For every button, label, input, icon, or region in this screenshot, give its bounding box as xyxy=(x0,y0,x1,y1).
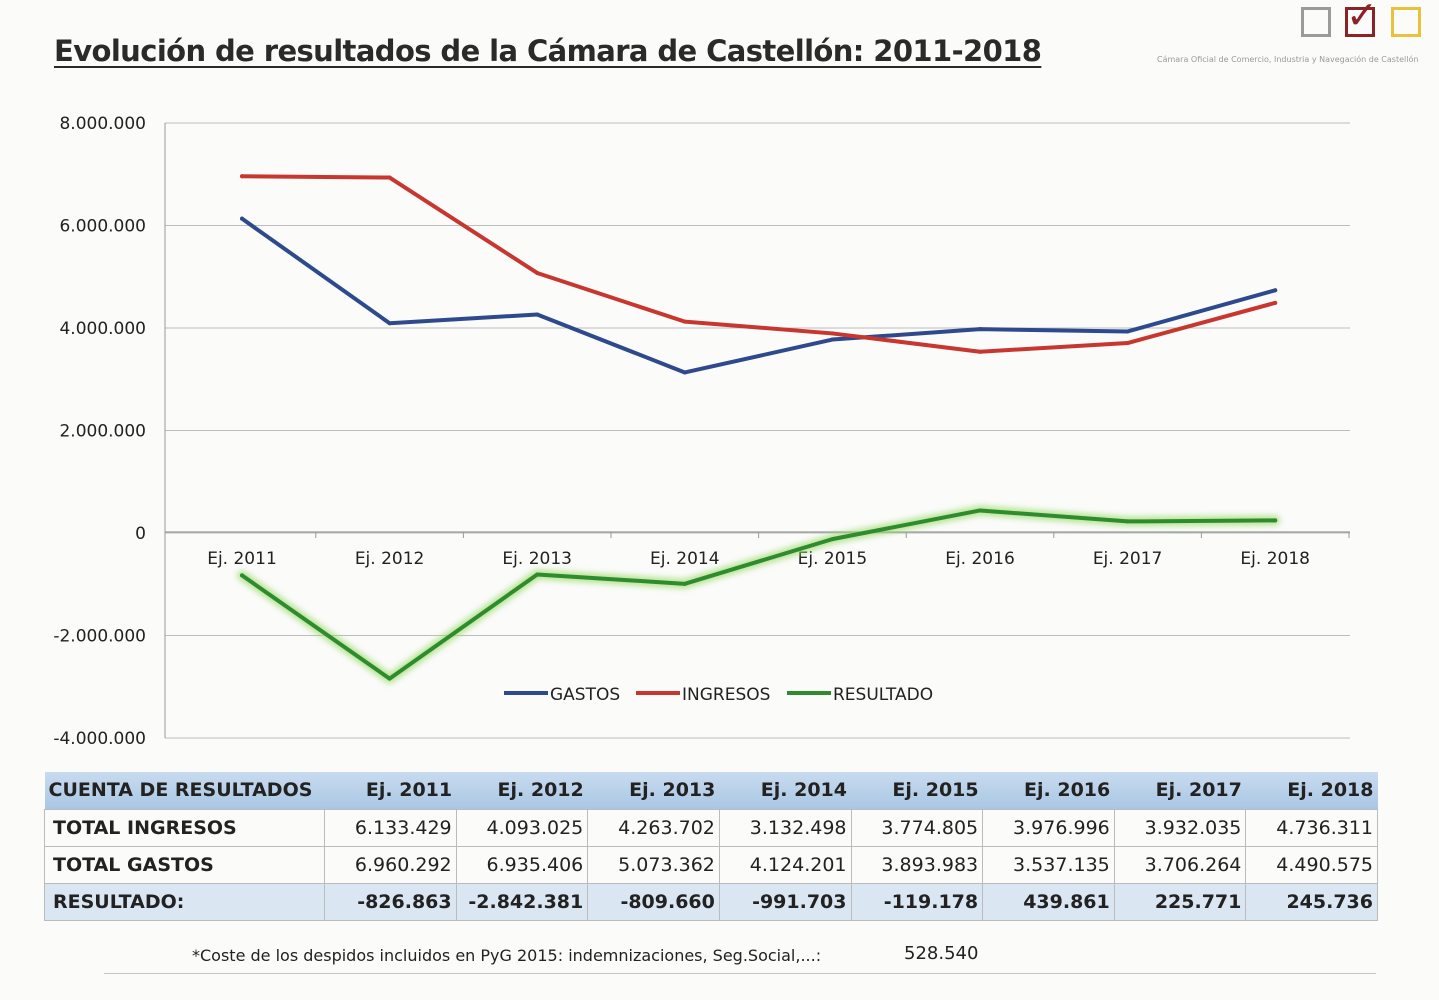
data-point xyxy=(240,216,244,221)
chamber-logo: ✓ xyxy=(1299,0,1425,43)
table-cell: 3.932.035 xyxy=(1113,808,1247,847)
table-cell: 225.771 xyxy=(1113,882,1247,921)
table-row: RESULTADO: -826.863 -2.842.381 -809.660 … xyxy=(44,882,1378,921)
page-title: Evolución de resultados de la Cámara de … xyxy=(54,34,1042,68)
row-label: RESULTADO: xyxy=(44,882,325,921)
x-tick-label: Ej. 2014 xyxy=(650,549,720,569)
table-cell: 439.861 xyxy=(982,882,1115,921)
table-cell: -826.863 xyxy=(324,882,457,921)
data-point xyxy=(535,572,540,577)
y-tick-label: 6.000.000 xyxy=(59,217,146,237)
table-cell: 4.263.702 xyxy=(587,808,720,847)
data-point xyxy=(1125,519,1130,524)
x-tick-label: Ej. 2013 xyxy=(502,549,572,569)
x-tick-label: Ej. 2011 xyxy=(207,549,277,569)
data-point xyxy=(978,349,982,354)
legend-label: RESULTADO xyxy=(833,685,933,705)
footnote-value: 528.540 xyxy=(904,943,979,964)
table-cell: -2.842.381 xyxy=(455,882,589,921)
table-cell: -119.178 xyxy=(850,882,984,921)
data-point xyxy=(535,270,540,275)
row-label: TOTAL INGRESOS xyxy=(44,808,325,847)
data-point xyxy=(978,327,982,332)
data-point xyxy=(387,321,392,326)
logo-red-box xyxy=(1345,7,1375,37)
table-cell: 3.706.264 xyxy=(1113,845,1247,884)
data-point xyxy=(830,337,835,342)
logo-grey-box xyxy=(1301,7,1331,37)
legend-label: INGRESOS xyxy=(682,685,770,705)
data-point xyxy=(1273,288,1278,293)
data-point xyxy=(1273,300,1278,305)
data-point xyxy=(387,175,392,180)
data-point xyxy=(387,676,392,681)
institution-name: Cámara Oficial de Comercio, Industria y … xyxy=(1157,55,1419,64)
x-tick-label: Ej. 2012 xyxy=(355,549,425,569)
table-cell: 4.124.201 xyxy=(718,845,852,884)
x-tick-label: Ej. 2018 xyxy=(1240,549,1310,569)
table-cell: 6.960.292 xyxy=(324,845,457,884)
table-column-header: Ej. 2011 xyxy=(324,772,457,809)
table-cell: 3.132.498 xyxy=(718,808,852,847)
results-table: CUENTA DE RESULTADOS Ej. 2011 Ej. 2012 E… xyxy=(44,772,1378,921)
table-column-header: Ej. 2012 xyxy=(456,772,588,809)
data-point xyxy=(682,581,687,586)
chart-svg: 8.000.000 6.000.000 4.000.000 2.000.000 0 -2.… xyxy=(53,114,1350,749)
data-point xyxy=(830,331,835,336)
x-tick-label: Ej. 2015 xyxy=(798,549,868,569)
series-line-resultado xyxy=(240,508,1278,681)
row-label: TOTAL GASTOS xyxy=(44,845,325,884)
table-column-header: Ej. 2017 xyxy=(1114,772,1246,809)
legend-label: GASTOS xyxy=(550,685,620,705)
x-tick-label: Ej. 2016 xyxy=(945,549,1015,569)
table-cell: -809.660 xyxy=(587,882,720,921)
table-cell: 4.736.311 xyxy=(1245,808,1378,847)
table-cell: 245.736 xyxy=(1245,882,1378,921)
y-tick-label: -4.000.000 xyxy=(53,729,146,749)
y-tick-label: 4.000.000 xyxy=(59,319,146,339)
table-cell: 4.490.575 xyxy=(1245,845,1378,884)
table-cell: 6.935.406 xyxy=(455,845,589,884)
footnote-divider xyxy=(104,973,1376,974)
table-cell: 4.093.025 xyxy=(455,808,589,847)
data-point xyxy=(682,319,687,324)
table-row: TOTAL INGRESOS 6.133.429 4.093.025 4.263… xyxy=(44,808,1378,847)
table-cell: 3.537.135 xyxy=(982,845,1115,884)
logo-yellow-box xyxy=(1391,7,1421,37)
table-column-header: Ej. 2015 xyxy=(851,772,983,809)
checkmark-icon: ✓ xyxy=(1346,0,1378,37)
data-point xyxy=(1125,329,1130,334)
data-point xyxy=(1273,518,1278,523)
data-point xyxy=(1125,341,1130,346)
table-cell: 5.073.362 xyxy=(587,845,720,884)
series-line-gastos xyxy=(240,216,1278,375)
table-column-header: Ej. 2014 xyxy=(719,772,851,809)
y-tick-label: 2.000.000 xyxy=(59,422,146,442)
footnote-text: *Coste de los despidos incluidos en PyG … xyxy=(192,946,822,965)
table-cell: 3.893.983 xyxy=(850,845,984,884)
series-line-ingresos xyxy=(240,174,1278,354)
table-cell: -991.703 xyxy=(718,882,852,921)
table-column-header: Ej. 2013 xyxy=(587,772,720,809)
table-cell: 3.976.996 xyxy=(982,808,1115,847)
x-tick-label: Ej. 2017 xyxy=(1093,549,1163,569)
data-point xyxy=(830,537,835,542)
data-point xyxy=(682,370,687,375)
y-tick-label: -2.000.000 xyxy=(53,627,146,647)
y-tick-label: 8.000.000 xyxy=(59,114,146,134)
table-column-header: Ej. 2018 xyxy=(1245,772,1378,809)
table-column-header: Ej. 2016 xyxy=(982,772,1115,809)
table-cell: 6.133.429 xyxy=(324,808,457,847)
data-point xyxy=(240,174,244,179)
table-cell: 3.774.805 xyxy=(850,808,984,847)
table-header-label: CUENTA DE RESULTADOS xyxy=(44,772,325,809)
table-header-row: CUENTA DE RESULTADOS Ej. 2011 Ej. 2012 E… xyxy=(44,772,1378,809)
data-point xyxy=(240,573,244,578)
table-row: TOTAL GASTOS 6.960.292 6.935.406 5.073.3… xyxy=(44,845,1378,884)
y-tick-label: 0 xyxy=(135,524,146,544)
data-point xyxy=(978,508,982,513)
data-point xyxy=(535,312,540,317)
